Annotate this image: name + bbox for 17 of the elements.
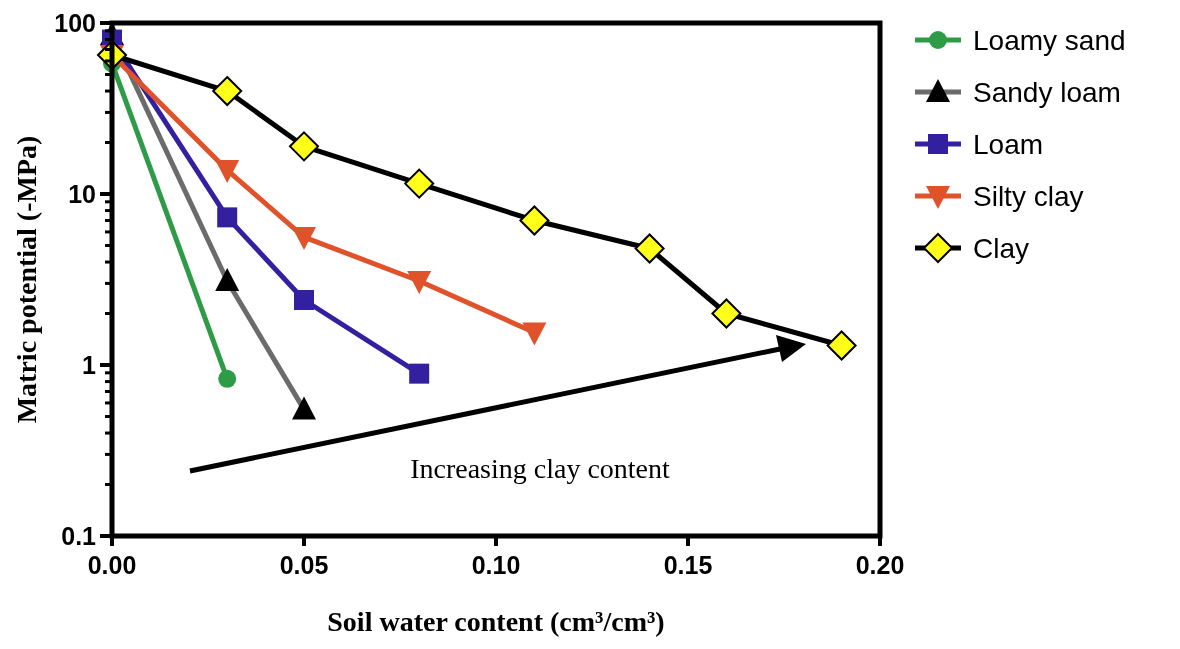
annotation: Increasing clay content [410,453,671,484]
x-tick-label: 0.20 [855,551,905,579]
x-tick-label: 0.00 [87,551,137,579]
legend-label: Loam [973,129,1044,160]
y-axis-title: Matric potential (-MPa) [11,135,42,424]
y-tick-label: 10 [68,180,96,208]
y-tick-label: 100 [54,9,96,37]
legend-label: Sandy loam [973,77,1121,108]
legend-label: Loamy sand [973,25,1126,56]
y-tick-label: 1 [82,351,97,379]
x-tick-label: 0.15 [663,551,713,579]
y-tick-label: 0.1 [61,522,97,550]
x-axis-title: Soil water content (cm³/cm³) [327,606,665,637]
legend-label: Clay [973,233,1030,264]
x-tick-label: 0.05 [279,551,329,579]
legend-label: Silty clay [973,181,1084,212]
x-tick-label: 0.10 [471,551,521,579]
